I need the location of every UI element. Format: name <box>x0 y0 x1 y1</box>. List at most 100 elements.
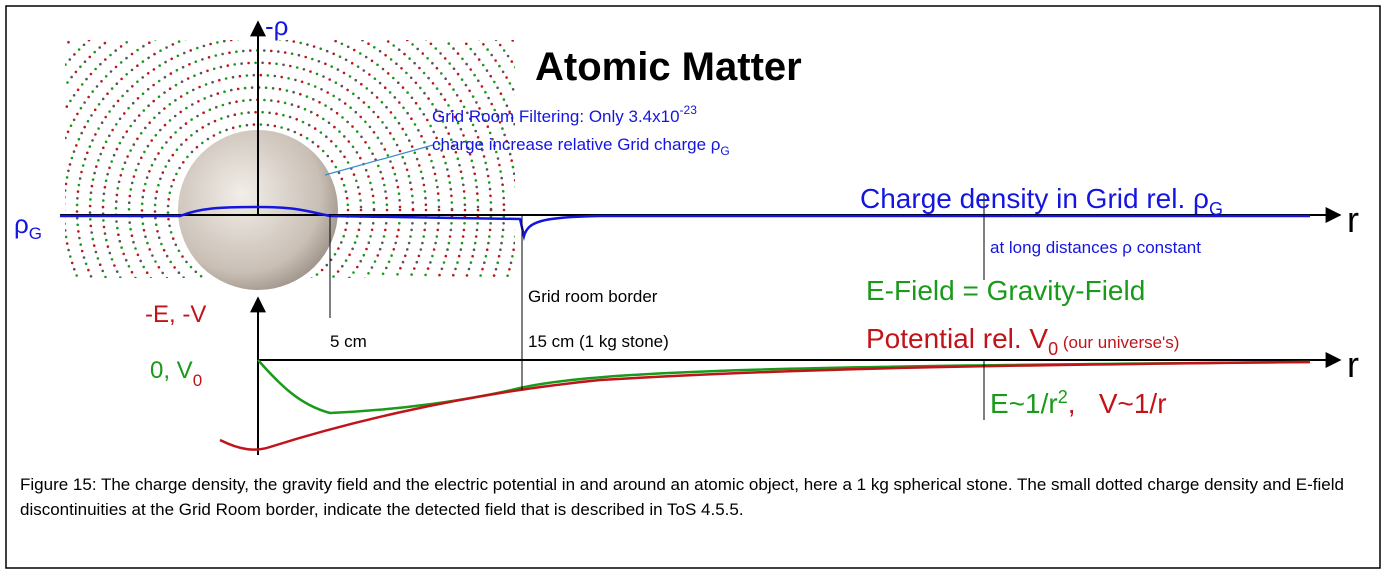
grid-dot <box>295 118 299 121</box>
grid-dot <box>325 49 329 53</box>
grid-dot <box>316 114 319 117</box>
grid-dot <box>93 34 96 37</box>
grid-dot <box>97 159 100 162</box>
grid-dot <box>395 235 399 238</box>
grid-dot <box>263 49 266 52</box>
grid-dot <box>134 168 138 172</box>
grid-dot <box>423 91 426 95</box>
grid-dot <box>354 78 358 82</box>
grid-dot <box>82 256 86 259</box>
grid-dot <box>91 90 94 93</box>
grid-dot <box>432 248 436 251</box>
grid-dot <box>91 178 95 181</box>
grid-dot <box>150 139 153 142</box>
grid-dot <box>327 121 331 125</box>
grid-dot <box>121 94 124 98</box>
grid-dot <box>115 147 119 151</box>
grid-dot <box>464 140 468 143</box>
grid-dot <box>87 95 90 99</box>
grid-dot <box>130 68 134 72</box>
grid-dot <box>100 80 103 83</box>
grid-dot <box>378 278 381 281</box>
grid-dot <box>152 83 155 87</box>
grid-dot <box>175 172 178 176</box>
grid-dot <box>165 141 168 144</box>
grid-dot <box>338 55 342 58</box>
grid-dot <box>169 231 173 234</box>
grid-dot <box>450 109 454 113</box>
grid-dot <box>174 99 177 102</box>
grid-dot <box>423 141 426 144</box>
grid-dot <box>116 99 120 103</box>
grid-dot <box>88 55 92 59</box>
grid-dot <box>61 273 64 276</box>
grid-dot <box>94 250 98 254</box>
grid-dot <box>447 104 450 107</box>
grid-dot <box>320 268 324 272</box>
grid-dot <box>423 190 427 193</box>
grid-dot <box>466 111 469 115</box>
grid-dot <box>421 52 425 55</box>
grid-dot <box>476 198 480 202</box>
grid-dot <box>408 139 411 142</box>
grid-dot <box>311 57 314 61</box>
grid-dot <box>130 270 134 274</box>
grid-dot <box>110 160 113 163</box>
grid-dot <box>350 61 354 65</box>
frame <box>5 5 1381 569</box>
grid-dot <box>386 154 390 157</box>
grid-dot <box>114 49 117 52</box>
grid-dot <box>398 222 401 225</box>
grid-dot <box>154 260 157 263</box>
grid-dot <box>343 135 346 138</box>
grid-dot <box>361 40 364 42</box>
grid-dot <box>283 101 287 105</box>
grid-dot <box>65 189 67 192</box>
grid-dot <box>368 73 371 76</box>
grid-dot <box>481 148 484 152</box>
grid-dot <box>72 36 75 39</box>
grid-dot <box>98 46 101 49</box>
grid-dot <box>244 37 247 40</box>
grid-dot <box>516 206 519 209</box>
grid-dot <box>472 166 475 169</box>
grid-dot <box>502 222 505 225</box>
grid-dot <box>418 66 421 70</box>
grid-dot <box>376 115 380 119</box>
grid-dot <box>126 89 129 93</box>
grid-dot <box>435 66 439 70</box>
grid-dot <box>317 60 321 63</box>
grid-dot <box>101 205 105 209</box>
grid-dot <box>501 70 505 74</box>
grid-dot <box>453 115 457 119</box>
grid-dot <box>275 62 278 66</box>
grid-dot <box>476 208 480 212</box>
grid-dot <box>202 44 206 48</box>
grid-dot <box>337 171 341 175</box>
grid-dot <box>106 92 109 95</box>
grid-dot <box>410 228 413 232</box>
grid-dot <box>261 110 264 114</box>
grid-dot <box>376 254 380 257</box>
grid-dot <box>485 69 489 72</box>
grid-dot <box>160 146 164 150</box>
grid-dot <box>476 222 479 225</box>
grid-dot <box>76 190 80 193</box>
grid-dot <box>395 179 398 182</box>
grid-dot <box>460 78 464 81</box>
grid-dot <box>514 94 515 96</box>
grid-dot <box>69 99 72 103</box>
grid-dot <box>373 46 376 49</box>
grid-dot <box>340 84 344 88</box>
grid-dot <box>392 76 395 80</box>
annotation-sub: G <box>720 144 729 158</box>
grid-dot <box>381 241 384 245</box>
grid-dot <box>437 205 441 209</box>
grid-dot <box>488 235 491 238</box>
grid-dot <box>177 40 181 43</box>
grid-dot <box>413 61 416 65</box>
grid-dot <box>169 260 172 264</box>
grid-dot <box>175 148 179 151</box>
grid-dot <box>75 274 78 277</box>
grid-dot <box>359 199 362 202</box>
